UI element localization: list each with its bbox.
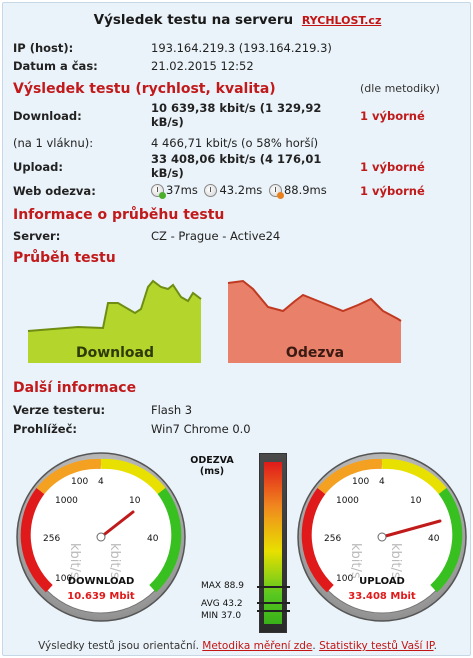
latency-progress-chart: Odezva	[227, 279, 402, 363]
download-area	[28, 281, 201, 363]
single-thread-value: 4 466,71 kbit/s (o 58% horší)	[151, 136, 319, 150]
gauge-tick-label: 100	[336, 574, 353, 584]
gauge-unit-label: kbit/s	[67, 543, 82, 579]
download-label: Download:	[13, 109, 82, 123]
ip-statistics-link[interactable]: Statistiky testů Vaší IP	[319, 640, 434, 652]
progress-section-title: Informace o průběhu testu	[13, 207, 225, 223]
latency-max-marker	[257, 586, 290, 588]
gauge-unit-label: kbit/s	[388, 543, 403, 579]
date-label: Datum a čas:	[13, 59, 98, 73]
latency-bar-title: ODEZVA (ms)	[190, 455, 234, 477]
gauge-tick-label: 40	[428, 534, 440, 544]
latency-bar-frame	[257, 453, 290, 633]
gauge-value: 33.408 Mbit	[348, 591, 416, 602]
gauge-tick-label: 40	[147, 534, 159, 544]
clock-warn-icon	[268, 183, 284, 199]
gauge-tick-label: 10	[129, 496, 141, 506]
latency-line	[227, 279, 402, 322]
server-label: Server:	[13, 229, 61, 243]
tester-label: Verze testeru:	[13, 403, 106, 417]
gauge-needle	[99, 510, 135, 539]
gauge-tick-label: 1000	[55, 496, 78, 506]
gauge-tick-label: 256	[324, 534, 341, 544]
gauge-hub	[377, 532, 387, 542]
web-latency-values: 37ms 43.2ms 88.9ms	[151, 183, 330, 200]
latency-min-marker	[257, 610, 290, 612]
gauge-unit-label: kbit/s	[348, 543, 363, 579]
gauge-tick-label: 4	[98, 477, 104, 487]
charts-section-title: Průběh testu	[13, 250, 116, 266]
gauge-tick-label: 4	[379, 477, 385, 487]
more-section-title: Další informace	[13, 380, 137, 396]
web-latency-grade: 1 výborné	[360, 184, 425, 198]
latency-min-value: 37ms	[166, 183, 198, 197]
upload-grade: 1 výborné	[360, 160, 425, 174]
browser-label: Prohlížeč:	[13, 422, 77, 436]
gauge-value: 10.639 Mbit	[67, 591, 135, 602]
download-value: 10 639,38 kbit/s (1 329,92 kB/s)	[151, 101, 321, 129]
latency-min-label: MIN 37.0	[201, 611, 242, 621]
clock-good-icon	[151, 183, 166, 199]
clock-avg-icon	[204, 183, 218, 197]
site-link[interactable]: RYCHLOST.cz	[301, 14, 382, 27]
download-value-line2: kB/s)	[151, 115, 184, 129]
method-note: (dle metodiky)	[360, 82, 440, 95]
footer: Výsledky testů jsou orientační. Metodika…	[38, 640, 437, 652]
latency-chart-label: Odezva	[286, 345, 344, 361]
gauge-tick-label: 100	[71, 477, 88, 487]
gauge-unit-label: kbit/s	[107, 543, 122, 579]
latency-avg-value: 43.2ms	[219, 183, 263, 197]
download-grade: 1 výborné	[360, 109, 425, 123]
download-chart-label: Download	[76, 345, 154, 361]
browser-value: Win7 Chrome 0.0	[151, 422, 251, 436]
gauge-tick-label: 10	[410, 496, 422, 506]
latency-max-label: MAX 88.9	[201, 581, 244, 591]
download-gauge: 100 4 10 1000 256 40 100 kbit/s kbit/s D…	[16, 452, 186, 622]
result-section-title: Výsledek testu (rychlost, kvalita)	[13, 81, 276, 97]
upload-gauge: 100 4 10 1000 256 40 100 kbit/s kbit/s U…	[297, 452, 467, 622]
footer-text: Výsledky testů jsou orientační.	[38, 640, 199, 652]
latency-avg-marker	[257, 602, 290, 604]
latency-area	[228, 281, 401, 363]
gauge-tick-label: 100	[55, 574, 72, 584]
gauge-label: UPLOAD	[359, 576, 405, 587]
page-title: Výsledek testu na serveru RYCHLOST.cz	[3, 12, 472, 28]
download-line	[27, 279, 202, 332]
upload-value: 33 408,06 kbit/s (4 176,01 kB/s)	[151, 152, 321, 180]
gauge-hub	[96, 532, 106, 542]
title-text: Výsledek testu na serveru	[93, 12, 294, 28]
upload-label: Upload:	[13, 160, 64, 174]
upload-value-line2: kB/s)	[151, 166, 184, 180]
web-latency-label: Web odezva:	[13, 184, 96, 198]
server-value: CZ - Prague - Active24	[151, 229, 281, 243]
gauge-needle	[380, 519, 442, 539]
single-thread-label: (na 1 vláknu):	[13, 136, 94, 150]
ip-value: 193.164.219.3 (193.164.219.3)	[151, 41, 332, 55]
gauge-tick-label: 256	[43, 534, 60, 544]
download-value-line1: 10 639,38 kbit/s (1 329,92	[151, 101, 322, 115]
gauge-tick-label: 1000	[336, 496, 359, 506]
latency-max-value: 88.9ms	[283, 183, 327, 197]
download-progress-chart: Download	[27, 279, 202, 363]
methodology-link[interactable]: Metodika měření zde	[202, 640, 313, 652]
latency-bar-fill	[264, 462, 282, 624]
latency-avg-label: AVG 43.2	[201, 599, 243, 609]
ip-label: IP (host):	[13, 41, 74, 55]
gauge-tick-label: 100	[352, 477, 369, 487]
tester-value: Flash 3	[151, 403, 193, 417]
upload-value-line1: 33 408,06 kbit/s (4 176,01	[151, 152, 322, 166]
gauge-label: DOWNLOAD	[68, 576, 135, 587]
date-value: 21.02.2015 12:52	[151, 59, 254, 73]
